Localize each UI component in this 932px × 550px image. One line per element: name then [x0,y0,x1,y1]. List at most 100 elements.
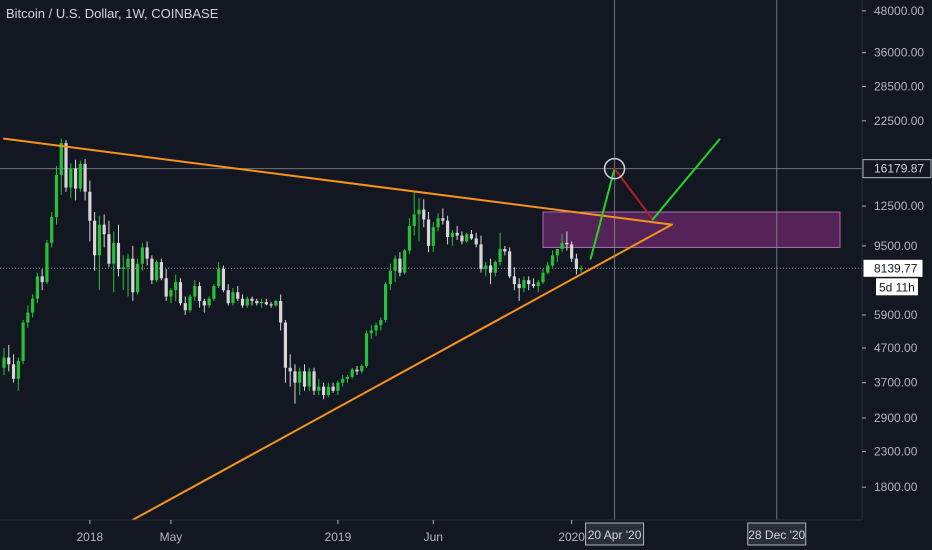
candle-body [45,242,49,283]
candle-body [422,209,426,220]
candle [312,367,316,395]
candle-body [121,267,125,270]
candle-body [508,251,512,277]
candle-body [450,232,454,238]
candle [484,262,488,277]
candle-body [183,303,187,311]
candle [236,286,240,301]
candle [336,380,340,395]
candle [135,258,140,295]
candle [465,232,469,243]
candle [317,378,321,395]
candle [150,255,154,285]
candle-body [193,286,197,297]
candle-body [279,300,283,323]
candle [7,344,11,372]
projection-up-line [589,167,616,260]
candle-body [407,225,412,251]
candle [446,215,450,245]
candle [307,367,311,391]
candle [508,247,512,279]
candle-body [298,371,302,383]
candle [73,159,78,201]
candle [169,288,173,304]
candle [197,282,202,308]
candle-body [364,333,369,367]
price-tick-label: 1800.00 [874,480,918,494]
candle-body [374,325,378,331]
candle-body [498,248,502,263]
candle [88,180,92,242]
candle-body [398,258,402,273]
candle-body [531,284,536,287]
candle [54,165,59,225]
candle [21,319,25,365]
candle [221,265,226,293]
candle-body [169,290,173,297]
candle [479,235,483,273]
candle [40,269,44,291]
candle-body [384,284,388,320]
time-tick-label: May [160,530,183,544]
candle-body [88,191,92,221]
candle [412,190,416,236]
candle-body [503,248,507,252]
candle-body [231,292,235,304]
candle-body [164,278,168,297]
price-axis[interactable]: 48000.00 36000.00 28500.00 22500.00 16179.87… [861,0,932,550]
candle-body [579,268,583,270]
price-tick-label: 48000.00 [874,4,924,18]
candle [217,262,221,289]
candle-body [326,386,330,395]
candle-body [236,292,240,299]
candle [298,367,302,395]
candle [293,364,297,404]
candle [279,294,283,331]
candle [45,239,49,285]
time-axis[interactable]: 2018 May 2019 Jun 2020 20 Apr '20 28 Dec '20 [0,519,862,550]
candle [164,269,168,301]
candle-body [460,235,464,242]
candle [145,241,149,266]
candle [531,278,536,289]
price-tick-label: 4700.00 [874,341,918,355]
candle-body [155,262,159,281]
candle [369,325,373,339]
candle [155,260,159,283]
candle [283,319,288,383]
candle [426,212,431,253]
candle [202,298,206,313]
candle-body [426,219,431,246]
candle-body [102,224,106,235]
candle [102,214,106,248]
candle-body [11,364,16,379]
candle [360,364,364,374]
candle [398,252,402,277]
candle [512,267,516,291]
candle [541,269,545,285]
candle-body [78,164,82,189]
candle-body [312,371,316,391]
candle [441,208,445,225]
candle-body [565,242,569,245]
candle [159,258,164,281]
candle-body [393,258,397,271]
candle-body [140,247,144,264]
candle [183,296,187,315]
candle [240,294,245,308]
candle-body [217,269,221,287]
candle [422,199,426,228]
candle [26,305,30,328]
candle-body [355,369,359,372]
candle-body [274,300,278,306]
candle-body [250,298,254,301]
candle-body [50,216,54,243]
candle [436,213,440,232]
candle-body [293,371,297,383]
candle [574,253,578,275]
time-tick-label: 2020 [558,530,585,544]
candle [522,276,526,293]
candle [174,274,178,301]
candle [555,248,559,263]
